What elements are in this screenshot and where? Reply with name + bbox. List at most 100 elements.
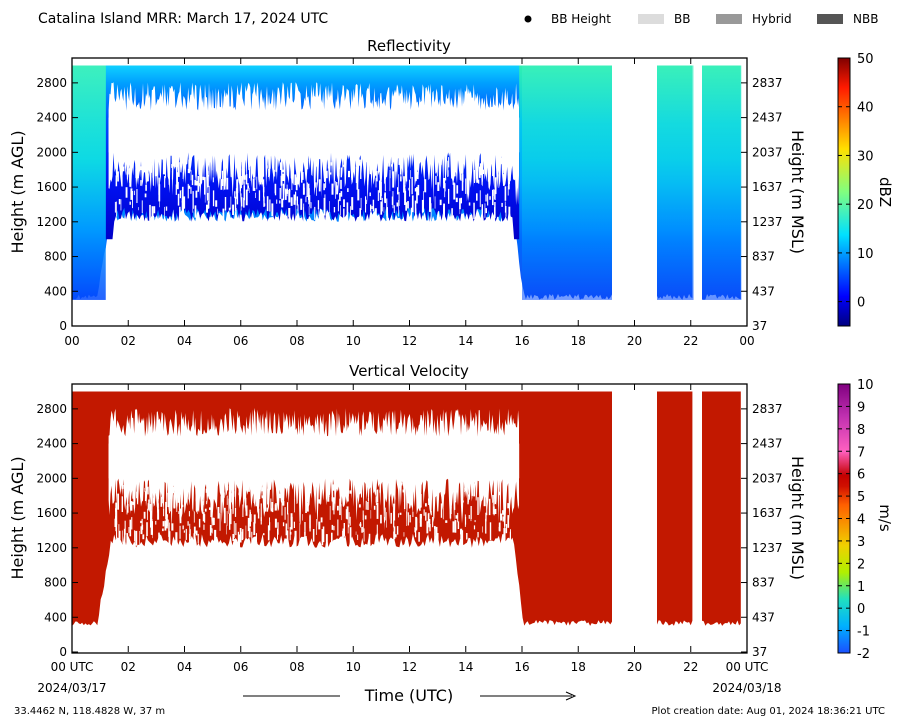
echo-gap-speckle bbox=[150, 519, 153, 535]
echo-gap-speckle bbox=[380, 182, 382, 197]
echo-gap-speckle bbox=[337, 519, 339, 536]
echo-gap-speckle bbox=[277, 522, 279, 535]
echo-gap-speckle bbox=[502, 510, 504, 515]
velocity-colorbar-ticks: -2 -1 0 1 2 3 4 5 6 7 8 9 10 bbox=[838, 378, 874, 662]
colorbar-tick-label: 20 bbox=[857, 198, 874, 213]
echo-gap-speckle bbox=[116, 201, 117, 217]
x-tick-label: 20 bbox=[627, 334, 642, 348]
echo-gap-speckle bbox=[153, 206, 156, 214]
arrow-head-icon bbox=[565, 691, 577, 701]
echo-gap-speckle bbox=[384, 193, 385, 202]
echo-gap-speckle bbox=[507, 172, 509, 176]
x-tick-label: 00 UTC bbox=[726, 660, 769, 674]
echo-gap-speckle bbox=[494, 207, 496, 220]
echo-gap-speckle bbox=[473, 483, 475, 497]
figure-title: Catalina Island MRR: March 17, 2024 UTC bbox=[38, 11, 328, 27]
echo-gap-speckle bbox=[419, 513, 422, 527]
echo-gap-speckle bbox=[466, 533, 468, 540]
echo-gap-speckle bbox=[355, 166, 358, 183]
echo-gap-speckle bbox=[394, 496, 396, 500]
echo-gap-speckle bbox=[323, 183, 325, 191]
echo-gap-speckle bbox=[168, 519, 169, 537]
echo-gap-speckle bbox=[422, 203, 423, 214]
echo-gap-speckle bbox=[321, 482, 324, 489]
echo-gap-speckle bbox=[443, 205, 445, 214]
echo-gap-speckle bbox=[479, 163, 482, 176]
echo-gap-speckle bbox=[487, 193, 489, 206]
echo-gap-speckle bbox=[474, 520, 476, 523]
echo-gap-speckle bbox=[330, 162, 333, 166]
echo-gap-speckle bbox=[405, 202, 407, 211]
echo-gap-speckle bbox=[184, 488, 187, 499]
echo-gap-speckle bbox=[372, 157, 373, 167]
echo-gap-speckle bbox=[290, 197, 293, 206]
echo-gap-speckle bbox=[245, 189, 248, 206]
echo-gap-speckle bbox=[208, 185, 210, 204]
echo-gap-speckle bbox=[486, 504, 488, 516]
echo-gap-speckle bbox=[452, 161, 454, 178]
echo-gap-speckle bbox=[296, 165, 298, 181]
echo-gap-speckle bbox=[402, 162, 404, 173]
echo-gap-speckle bbox=[217, 208, 218, 215]
echo-gap-speckle bbox=[348, 512, 350, 524]
echo-gap-speckle bbox=[357, 534, 359, 540]
colorbar-tick-label: 30 bbox=[857, 149, 874, 164]
echo-gap-speckle bbox=[282, 522, 285, 527]
echo-gap-speckle bbox=[229, 513, 231, 530]
echo-gap-speckle bbox=[185, 528, 187, 540]
echo-gap-speckle bbox=[337, 199, 339, 212]
echo-gap-speckle bbox=[223, 164, 226, 173]
echo-gap-speckle bbox=[250, 169, 252, 181]
echo-gap-speckle bbox=[342, 528, 344, 544]
echo-gap-speckle bbox=[379, 490, 381, 493]
echo-gap-speckle bbox=[494, 508, 497, 514]
echo-gap-speckle bbox=[290, 513, 293, 521]
echo-gap-speckle bbox=[342, 530, 343, 548]
echo-gap-speckle bbox=[238, 492, 240, 496]
echo-gap-speckle bbox=[483, 491, 486, 507]
echo-gap-speckle bbox=[188, 491, 190, 500]
echo-gap-speckle bbox=[398, 158, 401, 165]
echo-gap-speckle bbox=[389, 170, 391, 179]
y-tick-label-right: 2437 bbox=[752, 437, 783, 451]
echo-gap-speckle bbox=[206, 204, 208, 213]
echo-gap-speckle bbox=[416, 518, 418, 530]
echo-gap-speckle bbox=[270, 157, 271, 169]
echo-gap-speckle bbox=[436, 527, 438, 538]
echo-gap-speckle bbox=[358, 159, 361, 166]
echo-gap-speckle bbox=[210, 504, 212, 518]
echo-gap-speckle bbox=[346, 495, 348, 501]
x-tick-label: 02 bbox=[121, 334, 136, 348]
echo-gap-speckle bbox=[188, 511, 190, 517]
echo-gap-speckle bbox=[149, 504, 152, 512]
echo-gap-speckle bbox=[214, 529, 217, 543]
echo-gap-speckle bbox=[126, 503, 129, 513]
no-echo-core bbox=[108, 443, 520, 479]
y-tick-label-right: 37 bbox=[752, 645, 767, 659]
echo-gap-speckle bbox=[202, 512, 205, 522]
echo-gap-speckle bbox=[503, 528, 506, 541]
echo-gap-speckle bbox=[460, 172, 462, 181]
colorbar-tick-label: 9 bbox=[857, 400, 865, 415]
echo-gap-speckle bbox=[293, 521, 295, 528]
echo-gap-speckle bbox=[163, 508, 165, 517]
echo-gap-speckle bbox=[493, 506, 495, 516]
echo-gap-speckle bbox=[363, 514, 364, 533]
echo-gap-speckle bbox=[498, 491, 501, 496]
echo-gap-speckle bbox=[393, 205, 395, 213]
echo-gap-speckle bbox=[234, 196, 237, 211]
echo-gap-speckle bbox=[455, 515, 458, 519]
echo-gap-speckle bbox=[189, 529, 191, 539]
colorbar-tick-label: 4 bbox=[857, 513, 865, 528]
echo-gap-speckle bbox=[510, 529, 511, 543]
echo-gap-speckle bbox=[435, 175, 437, 185]
echo-gap-speckle bbox=[242, 529, 244, 540]
x-tick-label: 16 bbox=[514, 660, 529, 674]
echo-gap-speckle bbox=[116, 520, 118, 539]
colorbar-tick-label: 10 bbox=[857, 378, 874, 393]
echo-gap-speckle bbox=[117, 171, 119, 182]
echo-gap-speckle bbox=[157, 509, 160, 520]
echo-gap-speckle bbox=[226, 177, 229, 190]
echo-gap-speckle bbox=[230, 160, 232, 178]
echo-gap-speckle bbox=[348, 170, 350, 178]
